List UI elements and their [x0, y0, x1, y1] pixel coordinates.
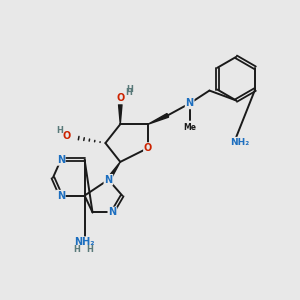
- Text: N: N: [57, 155, 65, 165]
- Text: N: N: [57, 190, 65, 201]
- Text: H: H: [125, 88, 132, 97]
- Text: Me: Me: [183, 123, 196, 132]
- Text: NH₂: NH₂: [230, 138, 250, 147]
- Polygon shape: [107, 162, 120, 181]
- Text: H: H: [56, 126, 63, 135]
- Text: N: N: [104, 175, 112, 185]
- Text: N: N: [108, 207, 116, 218]
- Text: H: H: [127, 85, 134, 94]
- Text: NH₂: NH₂: [74, 237, 95, 247]
- Polygon shape: [148, 113, 169, 124]
- Text: O: O: [63, 131, 71, 141]
- Text: H: H: [73, 244, 80, 253]
- Text: H: H: [86, 244, 93, 253]
- Text: O: O: [116, 94, 124, 103]
- Polygon shape: [118, 104, 122, 124]
- Text: O: O: [144, 143, 152, 153]
- Text: N: N: [186, 98, 194, 108]
